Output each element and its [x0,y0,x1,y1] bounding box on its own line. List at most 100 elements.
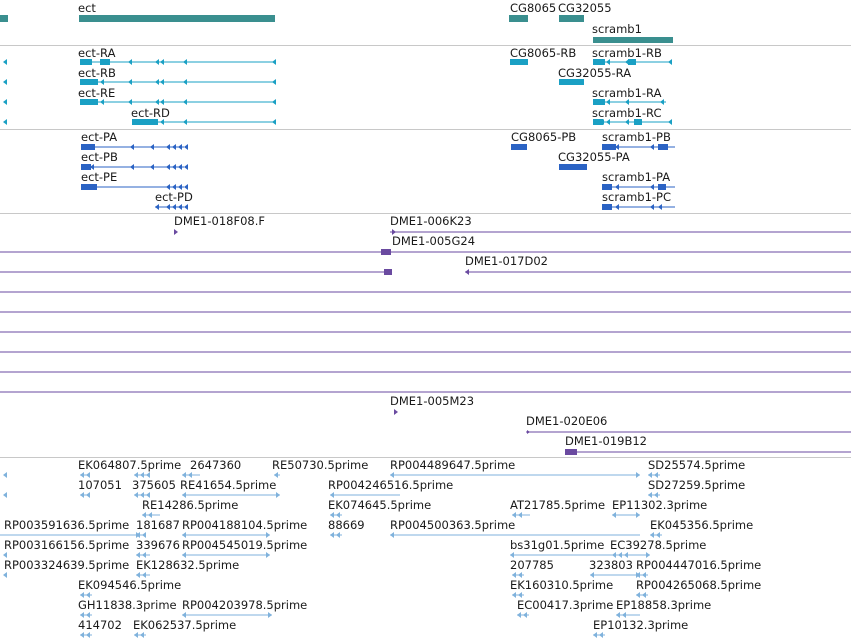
protein-exon[interactable] [602,204,612,210]
transcript-exon[interactable] [593,59,605,65]
transcript-exon[interactable] [559,79,584,85]
proteins-feature-label[interactable]: ect-PD [155,190,193,204]
ests-feature-label[interactable]: EC00417.3prime [517,598,614,612]
protein-exon[interactable] [602,144,616,150]
ests-feature-label[interactable]: RP003324639.5prime [4,558,130,572]
transcript-exon[interactable] [88,79,98,85]
transcript-exon[interactable] [132,119,158,125]
ests-feature-label[interactable]: EK094546.5prime [78,578,182,592]
protein-exon[interactable] [658,184,666,190]
ests-feature-label[interactable]: RP004265068.5prime [636,578,762,592]
bac-end-marker[interactable] [384,269,392,275]
ests-feature-label[interactable]: EK045356.5prime [650,518,754,532]
bacs-feature-label[interactable]: DME1-018F08.F [174,214,265,228]
protein-exon[interactable] [602,184,612,190]
ests-feature-label[interactable]: 375605 [132,478,176,492]
transcripts-feature-label[interactable]: ect-RA [78,46,116,60]
genes-feature-label[interactable]: scramb1 [592,22,642,36]
protein-exon[interactable] [511,144,527,150]
ests-feature-label[interactable]: EK128632.5prime [136,558,240,572]
gene-bar[interactable] [0,15,8,22]
ests-feature-label[interactable]: EK074645.5prime [328,498,432,512]
bacs-feature-label[interactable]: DME1-017D02 [465,254,548,268]
transcripts-feature-label[interactable]: CG8065-RB [510,46,577,60]
genes-feature-label[interactable]: CG8065 [510,1,557,15]
transcripts-feature-label[interactable]: scramb1-RC [592,106,662,120]
gene-bar[interactable] [593,37,673,43]
ests-feature-label[interactable]: SD27259.5prime [648,478,746,492]
ests-feature-label[interactable]: RP003591636.5prime [4,518,130,532]
transcripts-feature-label[interactable]: ect-RB [78,66,116,80]
transcript-exon[interactable] [80,59,92,65]
ests-feature-label[interactable]: bs31g01.5prime [510,538,605,552]
bac-end-marker[interactable] [565,449,577,455]
protein-exon[interactable] [81,184,97,190]
ests-feature-label[interactable]: 414702 [78,618,122,632]
ests-feature-label[interactable]: EP10132.3prime [593,618,689,632]
protein-exon[interactable] [559,164,587,170]
proteins-feature-label[interactable]: scramb1-PC [602,190,672,204]
proteins-feature-label[interactable]: CG32055-PA [558,150,630,164]
protein-exon[interactable] [658,144,668,150]
ests-feature-label[interactable]: 339676 [136,538,180,552]
transcript-exon[interactable] [80,79,92,85]
ests-feature-label[interactable]: 107051 [78,478,122,492]
gene-bar[interactable] [559,15,584,22]
protein-exon[interactable] [81,144,95,150]
proteins-feature-label[interactable]: scramb1-PB [602,130,671,144]
transcripts-feature-label[interactable]: ect-RD [131,106,170,120]
transcripts-feature-label[interactable]: CG32055-RA [558,66,632,80]
ests-feature-label[interactable]: RE50730.5prime [272,458,369,472]
transcript-exon[interactable] [80,99,98,105]
ests-feature-label[interactable]: RE14286.5prime [142,498,239,512]
proteins-feature-label[interactable]: scramb1-PA [602,170,671,184]
transcript-exon[interactable] [593,99,605,105]
proteins-feature-label[interactable]: ect-PA [81,130,118,144]
ests-feature-label[interactable]: RP004545019.5prime [182,538,308,552]
genes-feature-label[interactable]: ect [78,1,96,15]
ests-feature-label[interactable]: RP003166156.5prime [4,538,130,552]
ests-feature-label[interactable]: RP004246516.5prime [328,478,454,492]
transcripts-feature-label[interactable]: scramb1-RB [592,46,662,60]
ests-feature-label[interactable]: RP004500363.5prime [390,518,516,532]
bacs-feature-label[interactable]: DME1-006K23 [390,214,472,228]
ests-feature-label[interactable]: 88669 [328,518,365,532]
proteins-feature-label[interactable]: ect-PB [81,150,118,164]
ests-feature-label[interactable]: 207785 [510,558,554,572]
ests-feature-label[interactable]: EP11302.3prime [612,498,708,512]
gene-bar[interactable] [509,15,528,22]
ests-feature-label[interactable]: RP004188104.5prime [182,518,308,532]
ests-feature-label[interactable]: SD25574.5prime [648,458,746,472]
ests-feature-label[interactable]: AT21785.5prime [510,498,606,512]
ests-feature-label[interactable]: GH11838.3prime [78,598,177,612]
transcript-exon[interactable] [634,119,642,125]
bac-end-marker[interactable] [381,249,391,255]
ests-feature-label[interactable]: 323803 [589,558,633,572]
ests-feature-label[interactable]: RP004203978.5prime [182,598,308,612]
ests-feature-label[interactable]: 2647360 [190,458,242,472]
gene-bar[interactable] [79,15,275,22]
ests-feature-label[interactable]: EK160310.5prime [510,578,614,592]
proteins-feature-label[interactable]: CG8065-PB [511,130,577,144]
ests-feature-label[interactable]: RP004447016.5prime [636,558,762,572]
bacs-feature-label[interactable]: DME1-020E06 [526,414,608,428]
ests-feature-label[interactable]: 181687 [136,518,180,532]
transcript-exon[interactable] [510,59,528,65]
transcripts-feature-label[interactable]: ect-RE [78,86,116,100]
transcript-exon[interactable] [593,119,603,125]
ests-feature-label[interactable]: RE41654.5prime [180,478,277,492]
bacs-feature-label[interactable]: DME1-005M23 [390,394,475,408]
proteins-feature-label[interactable]: ect-PE [81,170,118,184]
ests-feature-label[interactable]: RP004489647.5prime [390,458,516,472]
genes-feature-label[interactable]: CG32055 [558,1,612,15]
bacs-feature-label[interactable]: DME1-005G24 [392,234,476,248]
ests-feature-label[interactable]: EK064807.5prime [78,458,182,472]
ests-feature-label[interactable]: EK062537.5prime [133,618,237,632]
bacs-feature-label[interactable]: DME1-019B12 [565,434,647,448]
transcript-exon[interactable] [628,59,636,65]
transcripts-feature-label[interactable]: scramb1-RA [592,86,662,100]
transcript-exon[interactable] [100,59,110,65]
ests-feature-label[interactable]: EC39278.5prime [610,538,707,552]
protein-exon[interactable] [81,164,91,170]
ests-feature-label[interactable]: EP18858.3prime [616,598,712,612]
